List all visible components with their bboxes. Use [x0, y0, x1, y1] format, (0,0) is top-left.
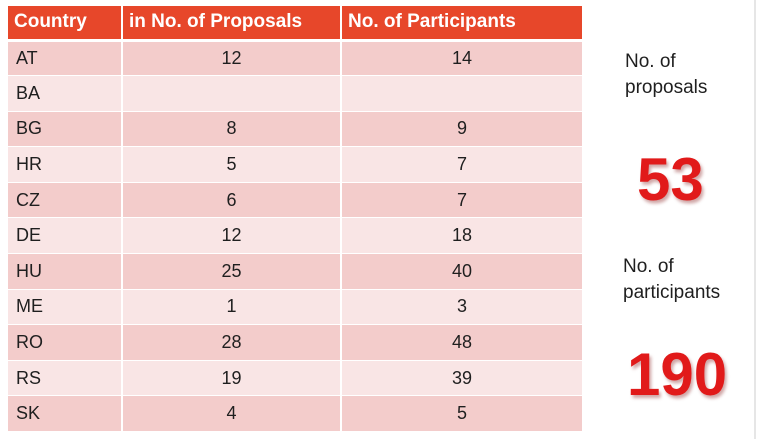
cell-country: ME [8, 289, 123, 326]
cell-proposals: 8 [122, 111, 342, 148]
cell-country: AT [8, 40, 123, 77]
cell-participants [341, 75, 582, 112]
cell-participants: 7 [341, 146, 582, 183]
cell-participants: 7 [341, 182, 582, 219]
participants-label-line1: No. of [623, 256, 674, 277]
table-row: RS 19 39 [8, 360, 582, 397]
cell-participants: 5 [341, 395, 582, 433]
cell-proposals: 5 [122, 146, 342, 183]
cell-participants: 18 [341, 217, 582, 255]
cell-country: HU [8, 253, 123, 290]
cell-country: BG [8, 111, 123, 148]
cell-country: CZ [8, 182, 123, 219]
proposals-total: 53 [637, 146, 704, 213]
cell-proposals: 4 [122, 395, 342, 433]
participants-total: 190 [627, 341, 728, 408]
proposals-table: Country in No. of Proposals No. of Parti… [8, 6, 582, 433]
proposals-label-line1: No. of [625, 51, 676, 72]
table-row: HU 25 40 [8, 253, 582, 290]
proposals-label-line2: proposals [625, 77, 708, 98]
participants-label-line2: participants [623, 282, 721, 303]
table-row: RO 28 48 [8, 324, 582, 361]
table-header-row: Country in No. of Proposals No. of Parti… [8, 6, 582, 42]
table-row: BA [8, 75, 582, 112]
cell-country: BA [8, 75, 123, 112]
cell-country: SK [8, 395, 123, 433]
cell-participants: 3 [341, 289, 582, 326]
cell-proposals: 12 [122, 40, 342, 77]
header-participants: No. of Participants [341, 6, 582, 42]
cell-country: RS [8, 360, 123, 397]
cell-proposals: 25 [122, 253, 342, 290]
header-proposals: in No. of Proposals [122, 6, 342, 42]
table-row: SK 4 5 [8, 395, 582, 433]
cell-proposals: 28 [122, 324, 342, 361]
cell-proposals: 12 [122, 217, 342, 255]
table-row: CZ 6 7 [8, 182, 582, 219]
slide-edge [754, 0, 756, 439]
cell-proposals [122, 75, 342, 112]
cell-proposals: 6 [122, 182, 342, 219]
cell-proposals: 19 [122, 360, 342, 397]
cell-proposals: 1 [122, 289, 342, 326]
participants-summary-label: No. of participants [623, 254, 743, 306]
cell-country: DE [8, 217, 123, 255]
cell-participants: 14 [341, 40, 582, 77]
cell-participants: 40 [341, 253, 582, 290]
table-row: ME 1 3 [8, 289, 582, 326]
table-row: BG 8 9 [8, 111, 582, 148]
proposals-summary-label: No. of proposals [625, 49, 745, 101]
cell-country: RO [8, 324, 123, 361]
cell-participants: 39 [341, 360, 582, 397]
cell-country: HR [8, 146, 123, 183]
cell-participants: 9 [341, 111, 582, 148]
header-country: Country [8, 6, 123, 42]
table-row: DE 12 18 [8, 217, 582, 255]
cell-participants: 48 [341, 324, 582, 361]
table-row: AT 12 14 [8, 40, 582, 77]
table-row: HR 5 7 [8, 146, 582, 183]
